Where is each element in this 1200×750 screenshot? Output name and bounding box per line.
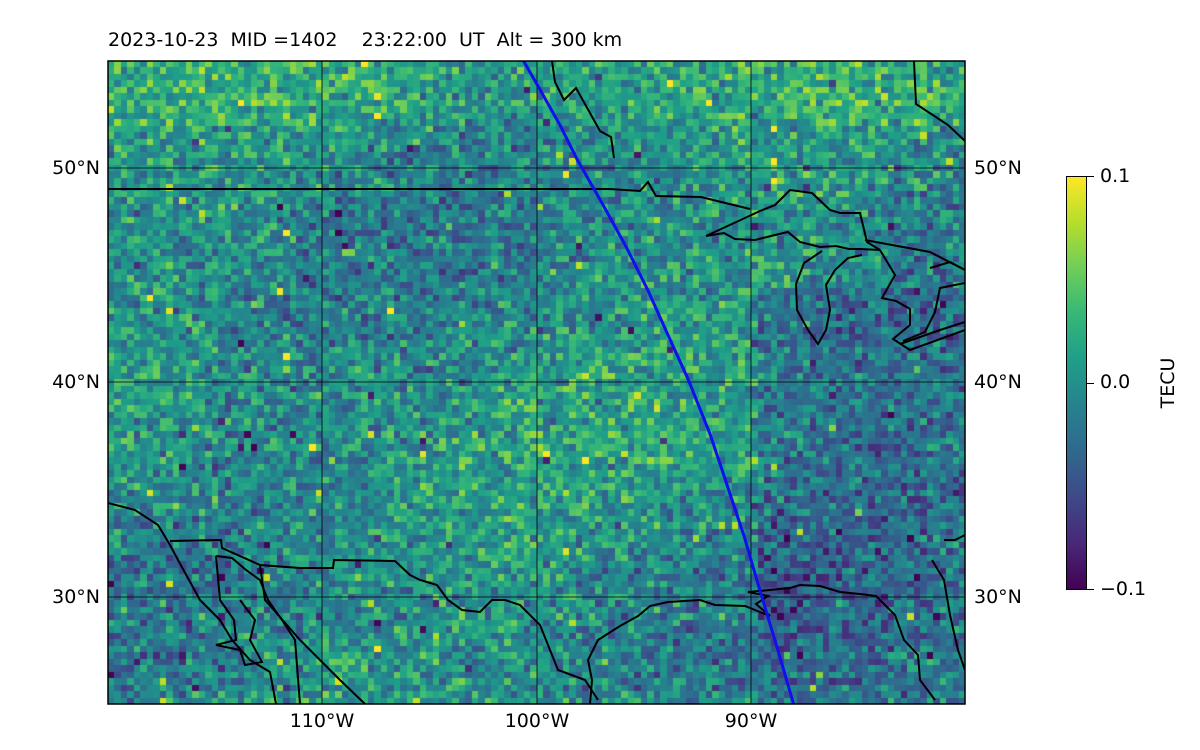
colorbar-label-min: −0.1: [1100, 578, 1147, 600]
colorbar-tick-mid: [1087, 383, 1094, 384]
tec-heatmap: [108, 61, 965, 704]
colorbar-label-max: 0.1: [1100, 165, 1131, 187]
lat-label-40n-right: 40°N: [974, 371, 1022, 393]
lon-label-100w: 100°W: [505, 710, 570, 732]
lat-label-30n-right: 30°N: [974, 586, 1022, 608]
colorbar: [1066, 176, 1087, 590]
lat-label-30n-left: 30°N: [52, 586, 100, 608]
colorbar-title: TECU: [1157, 357, 1179, 409]
colorbar-tick-bottom: [1087, 589, 1094, 590]
lat-label-50n-left: 50°N: [52, 157, 100, 179]
lat-label-40n-left: 40°N: [52, 371, 100, 393]
lon-label-110w: 110°W: [290, 710, 355, 732]
colorbar-tick-top: [1087, 176, 1094, 177]
lat-label-50n-right: 50°N: [974, 157, 1022, 179]
map-title: 2023-10-23 MID =1402 23:22:00 UT Alt = 3…: [108, 29, 623, 51]
lon-label-90w: 90°W: [725, 710, 778, 732]
colorbar-label-zero: 0.0: [1100, 371, 1131, 393]
